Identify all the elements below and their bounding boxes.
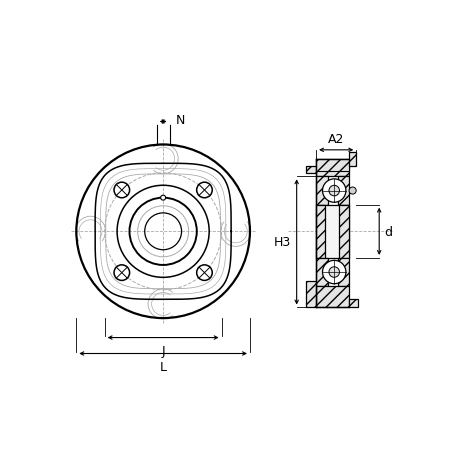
Circle shape <box>196 265 212 281</box>
Text: A2: A2 <box>327 132 344 145</box>
Bar <box>348 152 355 167</box>
Bar <box>348 299 357 308</box>
Text: L: L <box>159 360 166 373</box>
Circle shape <box>328 186 339 196</box>
Bar <box>315 205 324 258</box>
Circle shape <box>328 267 339 278</box>
Bar <box>337 177 348 205</box>
Bar <box>315 205 348 258</box>
Circle shape <box>196 183 212 198</box>
Circle shape <box>114 265 129 281</box>
Bar <box>315 177 327 205</box>
Circle shape <box>322 179 345 203</box>
Text: J: J <box>161 344 165 357</box>
Text: H3: H3 <box>274 236 291 249</box>
Circle shape <box>114 183 129 198</box>
Bar <box>315 159 348 177</box>
Circle shape <box>160 196 165 201</box>
Bar <box>337 258 348 286</box>
Bar <box>315 159 348 172</box>
Text: N: N <box>175 114 185 127</box>
Circle shape <box>348 188 355 195</box>
Text: d: d <box>384 225 392 238</box>
Circle shape <box>322 261 345 284</box>
Bar <box>305 167 315 174</box>
Bar <box>305 281 315 308</box>
Bar <box>315 286 348 308</box>
Bar <box>338 205 348 258</box>
Bar <box>315 258 327 286</box>
